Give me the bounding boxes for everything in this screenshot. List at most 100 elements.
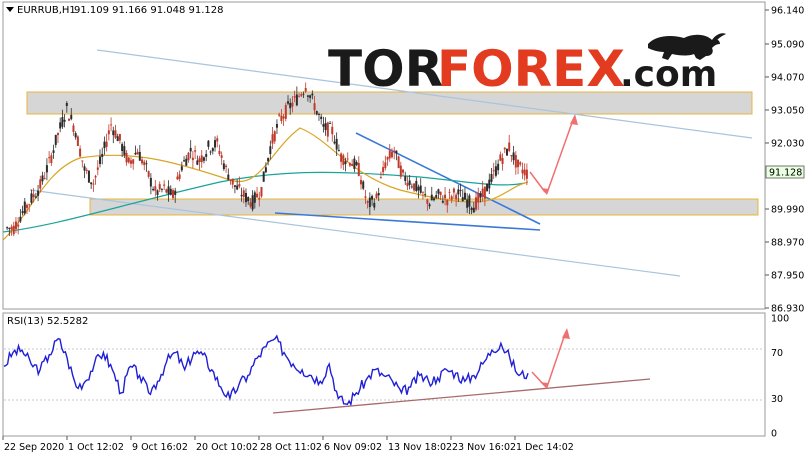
candle-body[interactable] [189,147,192,152]
candle-body[interactable] [439,191,442,196]
candle-body[interactable] [395,150,398,154]
candle-body[interactable] [475,197,478,210]
candle-body[interactable] [225,165,228,168]
candle-body[interactable] [295,94,298,106]
candle-body[interactable] [357,162,360,176]
candle-body[interactable] [114,130,117,138]
candle-body[interactable] [99,156,102,164]
candle-body[interactable] [481,188,484,197]
candle-body[interactable] [466,199,469,208]
candle-body[interactable] [382,167,385,173]
candle-body[interactable] [14,221,17,230]
candle-body[interactable] [459,190,462,191]
candle-body[interactable] [472,207,475,213]
candle-body[interactable] [32,194,35,198]
candle-body[interactable] [227,174,230,180]
candle-body[interactable] [145,163,148,165]
candle-body[interactable] [486,183,489,192]
candle-body[interactable] [256,193,259,198]
candle-body[interactable] [510,155,513,157]
candle-body[interactable] [470,207,473,211]
candle-body[interactable] [198,158,201,163]
candle-body[interactable] [280,115,283,122]
candle-body[interactable] [90,182,93,185]
candle-body[interactable] [514,155,517,168]
candle-body[interactable] [329,123,332,124]
candle-body[interactable] [249,202,252,207]
candle-body[interactable] [351,164,354,166]
candle-body[interactable] [116,136,119,142]
candle-body[interactable] [56,132,59,136]
candle-body[interactable] [39,179,42,189]
candle-body[interactable] [134,152,137,155]
candle-body[interactable] [503,147,506,150]
candle-body[interactable] [450,196,453,200]
candle-body[interactable] [21,211,24,214]
candle-body[interactable] [333,141,336,144]
candle-body[interactable] [337,149,340,151]
candle-body[interactable] [251,195,254,210]
candle-body[interactable] [346,158,349,160]
candle-body[interactable] [10,226,13,230]
candle-body[interactable] [452,188,455,193]
candle-body[interactable] [406,182,409,187]
candle-body[interactable] [8,227,11,229]
candle-body[interactable] [421,191,424,193]
candle-body[interactable] [125,152,128,163]
candle-body[interactable] [118,134,121,141]
candle-body[interactable] [129,160,132,164]
candle-body[interactable] [72,125,75,132]
candle-body[interactable] [194,150,197,152]
candle-body[interactable] [209,151,212,153]
candle-body[interactable] [70,114,73,120]
candle-body[interactable] [112,130,115,136]
candle-body[interactable] [360,179,363,185]
candle-body[interactable] [324,123,327,131]
candle-body[interactable] [379,177,382,179]
candle-body[interactable] [309,95,312,98]
candle-body[interactable] [247,197,250,202]
candle-body[interactable] [430,194,433,201]
candle-body[interactable] [211,148,214,152]
candle-body[interactable] [59,122,62,129]
candle-body[interactable] [426,199,429,204]
candle-body[interactable] [63,119,66,122]
candle-body[interactable] [216,138,219,142]
candle-body[interactable] [408,180,411,185]
candle-body[interactable] [441,200,444,203]
candle-body[interactable] [461,197,464,202]
candle-body[interactable] [236,185,239,190]
candle-body[interactable] [497,163,500,171]
candle-body[interactable] [479,193,482,198]
candle-body[interactable] [200,155,203,163]
candle-body[interactable] [388,150,391,159]
candle-body[interactable] [94,175,97,178]
candle-body[interactable] [282,116,285,119]
candle-body[interactable] [143,161,146,166]
candle-body[interactable] [132,159,135,164]
candle-body[interactable] [54,134,57,145]
candle-body[interactable] [23,201,26,214]
candle-body[interactable] [313,103,316,111]
candle-body[interactable] [355,161,358,166]
candle-body[interactable] [508,142,511,151]
candle-body[interactable] [326,122,329,137]
candle-body[interactable] [386,157,389,160]
candle-body[interactable] [214,140,217,148]
candle-body[interactable] [410,186,413,188]
candle-body[interactable] [353,158,356,169]
candle-body[interactable] [287,101,290,104]
candle-body[interactable] [68,118,71,121]
candle-body[interactable] [96,167,99,170]
candle-body[interactable] [477,193,480,203]
candle-body[interactable] [373,202,376,208]
candle-body[interactable] [306,95,309,97]
candle-body[interactable] [468,195,471,207]
candle-body[interactable] [152,188,155,191]
candle-body[interactable] [138,151,141,161]
candle-body[interactable] [275,124,278,128]
candle-body[interactable] [185,158,188,166]
candle-body[interactable] [37,190,40,196]
candle-body[interactable] [81,160,84,162]
candle-body[interactable] [103,141,106,149]
